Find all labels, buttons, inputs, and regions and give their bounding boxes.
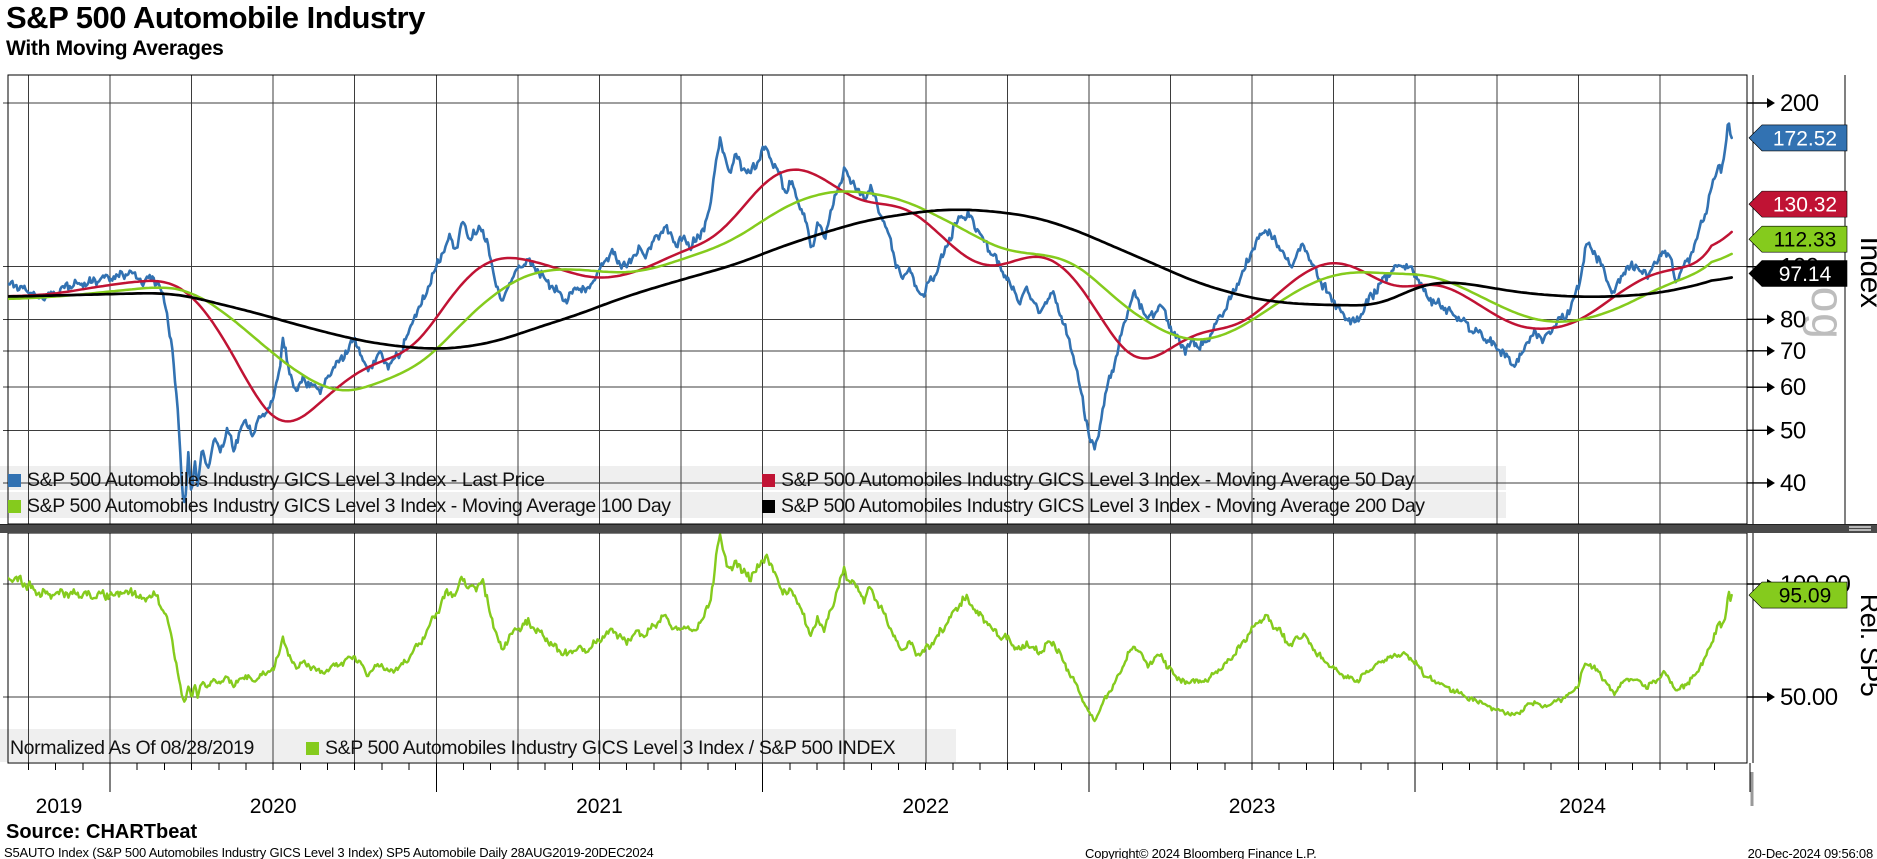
price-panel-plot-area[interactable] <box>8 75 1747 524</box>
y-tick-arrow-icon <box>1767 425 1775 436</box>
legend-swatch-icon <box>8 474 21 487</box>
badge-value: 172.52 <box>1773 127 1837 150</box>
y-tick-label: 40 <box>1780 470 1806 497</box>
footer-timestamp: 20-Dec-2024 09:56:08 <box>1747 846 1874 859</box>
chart-subtitle: With Moving Averages <box>6 37 224 60</box>
badge-value: 97.14 <box>1779 263 1832 286</box>
legend-swatch-icon <box>762 500 775 513</box>
last-value-badge-ratio: 95.09 <box>1748 581 1848 609</box>
relative-axis-title: Rel. SP5 <box>1855 594 1877 697</box>
last-value-badge-ma200: 97.14 <box>1748 260 1848 287</box>
chart-title: S&P 500 Automobile Industry <box>6 0 425 35</box>
legend-item-moving-average-50-day[interactable]: S&P 500 Automobiles Industry GICS Level … <box>762 469 1415 492</box>
legend-swatch-icon <box>762 474 775 487</box>
legend-item-moving-average-100-day[interactable]: S&P 500 Automobiles Industry GICS Level … <box>8 495 671 518</box>
divider-drag-handle[interactable] <box>1849 526 1871 531</box>
legend-item-last-price[interactable]: S&P 500 Automobiles Industry GICS Level … <box>8 469 545 492</box>
x-axis <box>27 763 1751 792</box>
badge-value: 112.33 <box>1774 229 1837 252</box>
y-tick-label: 80 <box>1780 306 1806 333</box>
legend-item-moving-average-200-day[interactable]: S&P 500 Automobiles Industry GICS Level … <box>762 495 1425 518</box>
legend-label: S&P 500 Automobiles Industry GICS Level … <box>27 495 671 517</box>
relative_sp500-series-group <box>8 533 1733 723</box>
series-line-ma200 <box>8 208 1734 350</box>
legend-label: S&P 500 Automobiles Industry GICS Level … <box>781 495 1425 517</box>
y-tick-label: 70 <box>1780 338 1806 365</box>
y-tick-arrow-icon <box>1767 314 1775 325</box>
y-tick-arrow-icon <box>1767 98 1775 108</box>
price-series-group <box>8 122 1734 504</box>
legend-item-relative-ratio[interactable]: S&P 500 Automobiles Industry GICS Level … <box>306 737 896 760</box>
last-value-badge-ma50: 130.32 <box>1748 190 1848 218</box>
legend-label: S&P 500 Automobiles Industry GICS Level … <box>781 469 1415 491</box>
legend-label: S&P 500 Automobiles Industry GICS Level … <box>325 737 896 759</box>
y-tick-arrow-icon <box>1767 692 1775 702</box>
legend-swatch-icon <box>8 500 21 513</box>
x-year-label-2023: 2023 <box>1229 795 1276 818</box>
relative-legend-band <box>0 729 956 762</box>
y-tick-arrow-icon <box>1767 345 1775 356</box>
y-tick-arrow-icon <box>1767 477 1775 488</box>
series-line-ratio <box>8 533 1733 723</box>
source-label: Source: CHARTbeat <box>6 821 198 843</box>
series-line-ma100 <box>8 190 1733 392</box>
price-legend-band <box>0 466 1506 518</box>
y-tick-label: 200 <box>1780 90 1819 117</box>
x-year-label-2024: 2024 <box>1559 795 1606 818</box>
legend-label: S&P 500 Automobiles Industry GICS Level … <box>27 469 545 491</box>
x-year-label-2019: 2019 <box>36 795 83 818</box>
series-line-ma50 <box>8 168 1733 423</box>
badge-value: 95.09 <box>1779 585 1832 608</box>
last-value-badge-last_price: 172.52 <box>1748 124 1848 152</box>
legend-row-divider <box>0 490 1506 492</box>
y-tick-label: 50.00 <box>1780 684 1838 711</box>
y-tick-arrow-icon <box>1767 382 1775 393</box>
x-year-label-2020: 2020 <box>250 795 297 818</box>
last-value-badge-ma100: 112.33 <box>1748 225 1848 253</box>
footer-security-description: S5AUTO Index (S&P 500 Automobiles Indust… <box>4 845 654 859</box>
x-year-label-2022: 2022 <box>902 795 949 818</box>
y-tick-label: 50 <box>1780 417 1806 444</box>
legend-swatch-icon <box>306 742 319 755</box>
price-axis-title: Index <box>1854 237 1877 308</box>
relative-panel-plot-area[interactable] <box>8 533 1747 763</box>
normalization-note: Normalized As Of 08/28/2019 <box>10 737 254 759</box>
x-year-label-2021: 2021 <box>576 795 623 818</box>
y-tick-label: 60 <box>1780 374 1806 401</box>
footer-copyright: Copyright© 2024 Bloomberg Finance L.P. <box>1085 846 1317 859</box>
panel-divider <box>0 524 1877 533</box>
badge-value: 130.32 <box>1773 194 1837 217</box>
